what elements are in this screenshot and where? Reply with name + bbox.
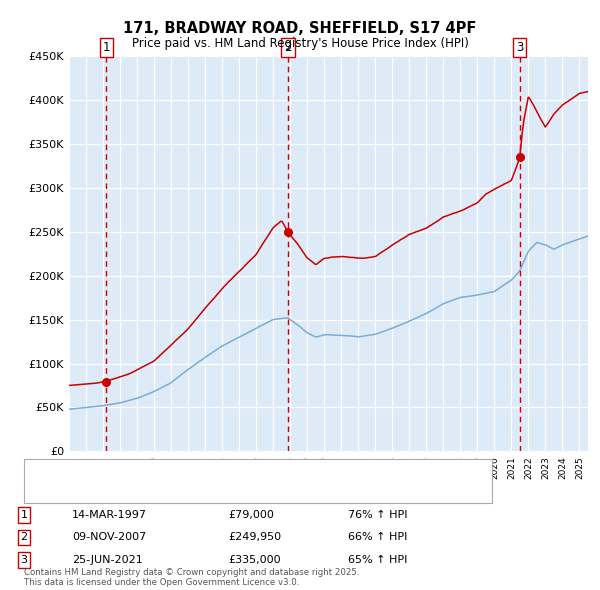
Text: HPI: Average price, semi-detached house, Sheffield: HPI: Average price, semi-detached house,… [69, 486, 337, 496]
Text: Contains HM Land Registry data © Crown copyright and database right 2025.
This d: Contains HM Land Registry data © Crown c… [24, 568, 359, 587]
Text: 3: 3 [20, 555, 28, 565]
Text: 09-NOV-2007: 09-NOV-2007 [72, 533, 146, 542]
Text: 171, BRADWAY ROAD, SHEFFIELD, S17 4PF (semi-detached house): 171, BRADWAY ROAD, SHEFFIELD, S17 4PF (s… [69, 466, 415, 476]
Text: 66% ↑ HPI: 66% ↑ HPI [348, 533, 407, 542]
Text: Price paid vs. HM Land Registry's House Price Index (HPI): Price paid vs. HM Land Registry's House … [131, 37, 469, 50]
Text: 1: 1 [20, 510, 28, 520]
Text: 2: 2 [20, 533, 28, 542]
Text: £249,950: £249,950 [228, 533, 281, 542]
Text: 65% ↑ HPI: 65% ↑ HPI [348, 555, 407, 565]
Text: 76% ↑ HPI: 76% ↑ HPI [348, 510, 407, 520]
Text: 3: 3 [516, 41, 523, 54]
Text: 171, BRADWAY ROAD, SHEFFIELD, S17 4PF: 171, BRADWAY ROAD, SHEFFIELD, S17 4PF [124, 21, 476, 35]
Text: 14-MAR-1997: 14-MAR-1997 [72, 510, 147, 520]
Text: 1: 1 [103, 41, 110, 54]
Text: £335,000: £335,000 [228, 555, 281, 565]
Text: 2: 2 [284, 41, 292, 54]
Text: 25-JUN-2021: 25-JUN-2021 [72, 555, 143, 565]
Text: £79,000: £79,000 [228, 510, 274, 520]
